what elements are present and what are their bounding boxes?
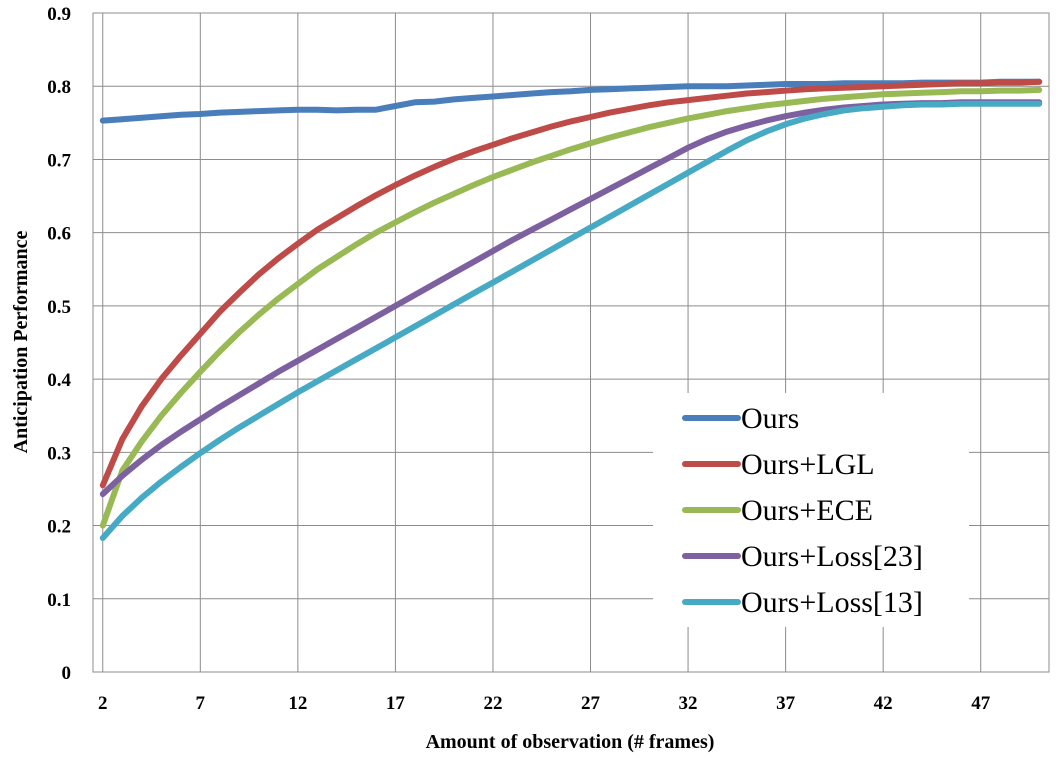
plot-area-border xyxy=(92,12,1050,673)
x-tick-label: 17 xyxy=(386,693,406,714)
x-tick-label: 32 xyxy=(679,693,698,714)
series-line-ours-lgl xyxy=(99,78,1043,489)
y-tick-label: 0.5 xyxy=(47,297,71,318)
y-tick-label: 0.6 xyxy=(47,224,71,245)
x-tick-label: 42 xyxy=(874,693,893,714)
x-tick-label: 22 xyxy=(483,693,502,714)
y-tick-label: 0.7 xyxy=(47,150,71,171)
y-tick-label: 0.4 xyxy=(47,370,71,391)
plot-frame xyxy=(92,12,1050,673)
legend: Ours Ours+LGL Ours+ECE Ours+Loss[23] Ours+Lo… xyxy=(653,393,969,627)
legend-label: Ours xyxy=(741,402,799,435)
x-tick-label: 47 xyxy=(971,693,991,714)
y-axis-title: Anticipation Performance xyxy=(10,231,32,454)
y-tick-label: 0 xyxy=(62,663,72,684)
x-tick-label: 27 xyxy=(581,693,601,714)
x-tick-label: 12 xyxy=(288,693,307,714)
series-line-ours-loss-13 xyxy=(99,100,1043,541)
x-axis-title: Amount of observation (# frames) xyxy=(426,731,715,753)
y-tick-label: 0.9 xyxy=(47,4,71,25)
legend-label: Ours+Loss[23] xyxy=(741,540,923,573)
y-tick-label: 0.3 xyxy=(47,443,71,464)
legend-label: Ours+LGL xyxy=(741,448,875,481)
series-line-ours-ece xyxy=(99,86,1043,529)
x-tick-label: 2 xyxy=(98,693,108,714)
legend-label: Ours+ECE xyxy=(741,494,873,527)
y-tick-label: 0.2 xyxy=(47,517,71,538)
x-tick-labels: 2 7 12 17 22 27 32 37 42 47 xyxy=(98,693,991,714)
y-tick-label: 0.1 xyxy=(47,590,71,611)
x-tick-label: 7 xyxy=(196,693,206,714)
legend-label: Ours+Loss[13] xyxy=(741,586,923,619)
y-tick-labels: 0 0.1 0.2 0.3 0.4 0.5 0.6 0.7 0.8 0.9 xyxy=(47,4,71,684)
series-lines xyxy=(99,78,1043,541)
y-tick-label: 0.8 xyxy=(47,77,71,98)
x-tick-label: 37 xyxy=(776,693,796,714)
